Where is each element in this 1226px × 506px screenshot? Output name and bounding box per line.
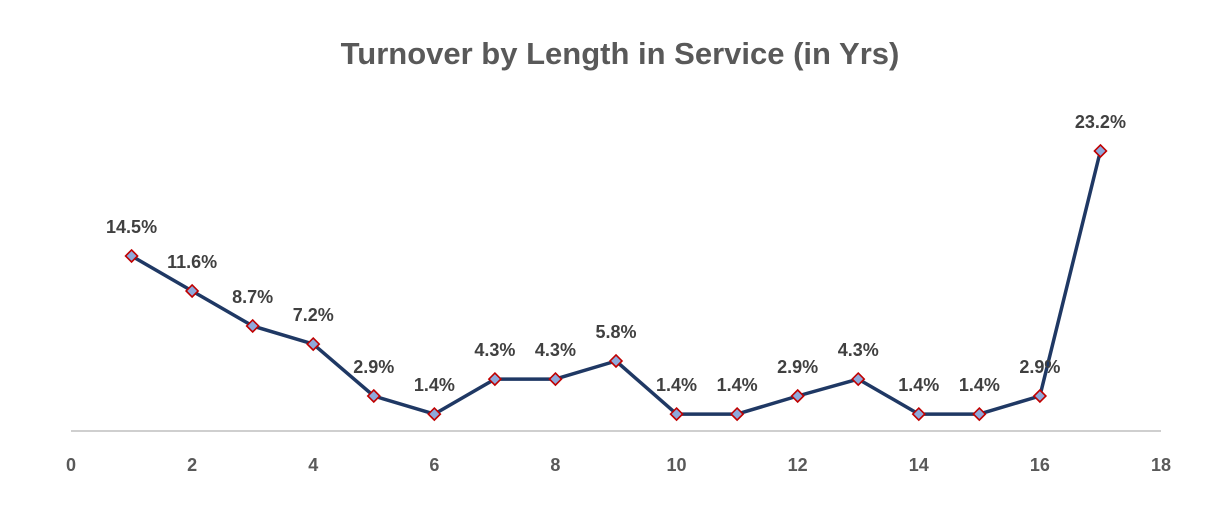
data-marker [1093, 143, 1108, 159]
data-marker [790, 388, 805, 404]
data-marker [124, 248, 139, 264]
data-label: 2.9% [777, 357, 818, 377]
data-marker [245, 318, 260, 334]
data-label: 1.4% [414, 375, 455, 395]
data-marker [548, 371, 563, 387]
data-marker [669, 406, 684, 422]
data-label: 1.4% [717, 375, 758, 395]
chart-title: Turnover by Length in Service (in Yrs) [340, 36, 900, 71]
x-tick-label: 14 [909, 455, 929, 475]
data-labels: 14.5% 11.6% 8.7% 7.2% 2.9% 1.4% 4.3% 4.3% 5.8% 1.… [106, 112, 1126, 395]
x-tick-label: 2 [187, 455, 197, 475]
data-label: 14.5% [106, 217, 157, 237]
data-marker [487, 371, 503, 387]
data-label: 2.9% [1019, 357, 1060, 377]
data-label: 8.7% [232, 287, 273, 307]
data-label: 1.4% [959, 375, 1000, 395]
x-tick-label: 8 [550, 455, 560, 475]
data-markers [124, 143, 1108, 422]
data-label: 4.3% [838, 340, 879, 360]
data-label: 1.4% [898, 375, 939, 395]
data-marker [184, 283, 200, 299]
x-tick-label: 12 [788, 455, 808, 475]
series-line [130, 150, 1103, 416]
data-label: 5.8% [595, 322, 636, 342]
data-label: 11.6% [167, 252, 217, 272]
data-marker [972, 406, 987, 422]
data-marker [608, 353, 624, 369]
data-marker [851, 371, 866, 387]
data-marker [306, 336, 321, 352]
data-label: 1.4% [656, 375, 697, 395]
x-tick-label: 18 [1151, 455, 1171, 475]
x-axis-ticks: 0 2 4 6 8 10 12 14 16 18 [66, 455, 1171, 475]
data-marker [427, 406, 442, 422]
x-tick-label: 10 [667, 455, 687, 475]
x-tick-label: 4 [308, 455, 318, 475]
data-label: 2.9% [353, 357, 394, 377]
data-marker [1032, 388, 1048, 404]
data-label: 23.2% [1075, 112, 1126, 132]
data-label: 4.3% [535, 340, 576, 360]
x-tick-label: 0 [66, 455, 76, 475]
x-tick-label: 6 [429, 455, 439, 475]
data-marker [729, 406, 745, 422]
data-label: 4.3% [474, 340, 515, 360]
data-marker [911, 406, 926, 422]
x-tick-label: 16 [1030, 455, 1050, 475]
data-label: 7.2% [293, 305, 334, 325]
data-marker [366, 388, 381, 404]
